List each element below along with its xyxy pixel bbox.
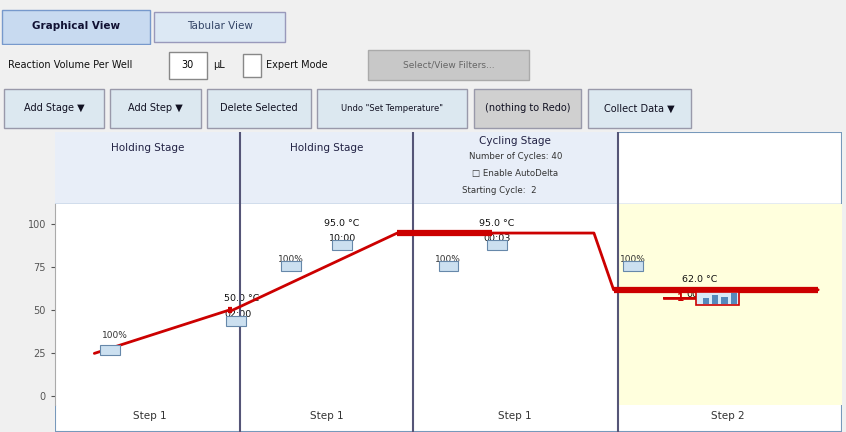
- Bar: [413, 132, 618, 204]
- Text: □ Enable AutoDelta: □ Enable AutoDelta: [472, 169, 558, 178]
- FancyBboxPatch shape: [474, 89, 581, 128]
- Text: 1: 1: [677, 293, 684, 303]
- Text: Reaction Volume Per Well: Reaction Volume Per Well: [8, 60, 133, 70]
- Text: Graphical View: Graphical View: [31, 21, 120, 31]
- Bar: [731, 293, 737, 304]
- Text: Starting Cycle:  2: Starting Cycle: 2: [462, 186, 537, 195]
- Text: Cycling Stage: Cycling Stage: [480, 136, 552, 146]
- Text: Collect Data ▼: Collect Data ▼: [604, 103, 675, 114]
- Text: Holding Stage: Holding Stage: [111, 143, 184, 152]
- Text: 10:00: 10:00: [328, 234, 356, 243]
- FancyBboxPatch shape: [169, 52, 207, 79]
- FancyBboxPatch shape: [624, 260, 643, 271]
- FancyBboxPatch shape: [588, 89, 691, 128]
- Text: 00:03: 00:03: [483, 234, 511, 243]
- Text: Expert Mode: Expert Mode: [266, 60, 328, 70]
- Bar: [240, 132, 413, 204]
- FancyBboxPatch shape: [226, 315, 246, 326]
- Text: Add Step ▼: Add Step ▼: [129, 103, 183, 114]
- Text: 30: 30: [182, 60, 194, 70]
- Text: Holding Stage: Holding Stage: [289, 143, 363, 152]
- Text: 95.0 °C: 95.0 °C: [325, 219, 360, 228]
- Bar: [722, 297, 728, 304]
- FancyBboxPatch shape: [696, 292, 739, 305]
- Text: 02:00: 02:00: [224, 311, 251, 319]
- FancyBboxPatch shape: [438, 260, 459, 271]
- Bar: [712, 295, 718, 304]
- Text: 100%: 100%: [278, 255, 304, 264]
- Bar: [618, 204, 842, 405]
- Text: Step 1: Step 1: [498, 411, 532, 421]
- Text: (nothing to Redo): (nothing to Redo): [485, 103, 570, 114]
- FancyBboxPatch shape: [154, 12, 285, 42]
- Bar: [55, 132, 240, 204]
- FancyBboxPatch shape: [243, 54, 261, 76]
- Bar: [702, 299, 709, 304]
- FancyBboxPatch shape: [368, 50, 529, 80]
- FancyBboxPatch shape: [281, 260, 301, 271]
- Text: 100%: 100%: [436, 255, 461, 264]
- Text: Step 2: Step 2: [711, 411, 744, 421]
- Text: 50.0 °C: 50.0 °C: [224, 294, 260, 303]
- FancyBboxPatch shape: [332, 240, 352, 250]
- FancyBboxPatch shape: [207, 89, 311, 128]
- Text: Add Stage ▼: Add Stage ▼: [24, 103, 85, 114]
- Text: Undo "Set Temperature": Undo "Set Temperature": [341, 104, 443, 113]
- Text: 95.0 °C: 95.0 °C: [480, 219, 515, 228]
- Text: Tabular View: Tabular View: [187, 21, 252, 31]
- FancyBboxPatch shape: [4, 89, 104, 128]
- FancyBboxPatch shape: [487, 240, 507, 250]
- Text: Number of Cycles: 40: Number of Cycles: 40: [469, 152, 562, 162]
- Text: 62.0 °C: 62.0 °C: [683, 275, 718, 284]
- Text: Select/View Filters...: Select/View Filters...: [403, 61, 494, 70]
- FancyBboxPatch shape: [100, 345, 120, 355]
- Text: Step 1: Step 1: [133, 411, 166, 421]
- FancyBboxPatch shape: [317, 89, 467, 128]
- Text: 100%: 100%: [620, 255, 646, 264]
- Text: 100%: 100%: [102, 330, 128, 340]
- Text: 00:30: 00:30: [686, 290, 714, 299]
- Text: μL: μL: [213, 60, 225, 70]
- FancyBboxPatch shape: [55, 132, 842, 432]
- FancyBboxPatch shape: [2, 10, 150, 44]
- FancyBboxPatch shape: [110, 89, 201, 128]
- Text: Step 1: Step 1: [310, 411, 343, 421]
- Text: Delete Selected: Delete Selected: [221, 103, 298, 114]
